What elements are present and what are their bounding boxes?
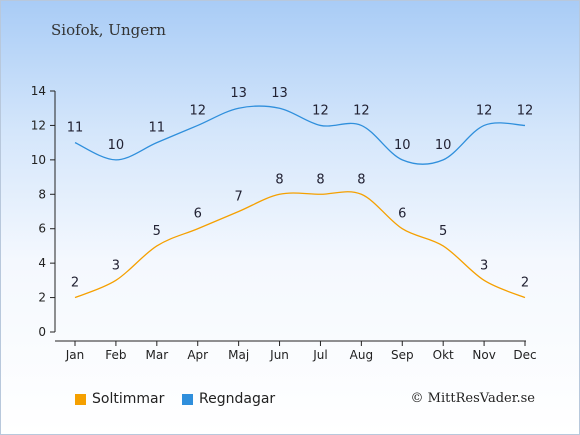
x-tick-label: Dec	[513, 348, 536, 362]
data-label: 13	[230, 86, 247, 101]
data-label: 2	[71, 276, 79, 291]
data-label: 10	[394, 138, 411, 153]
x-tick-label: Sep	[391, 348, 414, 362]
x-tick-label: Jan	[65, 348, 85, 362]
x-tick-label: Feb	[105, 348, 126, 362]
data-label: 11	[67, 121, 84, 136]
data-label: 8	[357, 172, 365, 187]
data-label: 12	[189, 103, 206, 118]
x-tick-label: Okt	[433, 348, 454, 362]
y-tick-label: 6	[38, 222, 46, 236]
legend-label-sun: Soltimmar	[92, 391, 165, 407]
x-tick-label: Jul	[312, 348, 327, 362]
data-label: 2	[521, 276, 529, 291]
data-label: 11	[149, 121, 166, 136]
legend-swatch-rain	[182, 393, 193, 405]
series-line-1	[74, 105, 526, 165]
legend-label-rain: Regndagar	[199, 391, 276, 407]
data-label: 12	[517, 103, 534, 118]
data-label: 12	[476, 103, 493, 118]
credit-text: © MittResVader.se	[410, 391, 535, 406]
y-tick-label: 2	[38, 291, 46, 305]
data-label: 5	[153, 224, 161, 239]
x-tick-label: Maj	[228, 348, 249, 362]
y-tick-label: 12	[31, 118, 46, 132]
data-label: 12	[353, 103, 370, 118]
y-tick-label: 14	[31, 84, 46, 98]
x-tick-label: Mar	[145, 348, 168, 362]
data-label: 6	[194, 207, 202, 222]
data-label: 13	[271, 86, 288, 101]
data-label: 10	[435, 138, 452, 153]
data-label: 10	[108, 138, 125, 153]
x-tick-label: Jun	[269, 348, 289, 362]
y-tick-label: 4	[38, 256, 46, 270]
series-line-0	[74, 191, 526, 299]
y-tick-label: 0	[38, 325, 46, 339]
chart-title: Siofok, Ungern	[51, 21, 166, 39]
data-label: 6	[398, 207, 406, 222]
data-label: 3	[480, 258, 488, 273]
x-tick-label: Nov	[472, 348, 495, 362]
data-label: 12	[312, 103, 329, 118]
legend-swatch-sun	[75, 393, 86, 405]
x-tick-label: Apr	[187, 348, 208, 362]
data-label: 8	[275, 172, 283, 187]
legend-item-sun: Soltimmar	[75, 391, 164, 407]
data-label: 5	[439, 224, 447, 239]
x-tick-label: Aug	[350, 348, 373, 362]
data-label: 3	[112, 258, 120, 273]
y-tick-label: 8	[38, 187, 46, 201]
data-label: 8	[316, 172, 324, 187]
y-tick-label: 10	[31, 153, 46, 167]
legend-item-rain: Regndagar	[182, 391, 275, 407]
data-label: 7	[234, 190, 242, 205]
